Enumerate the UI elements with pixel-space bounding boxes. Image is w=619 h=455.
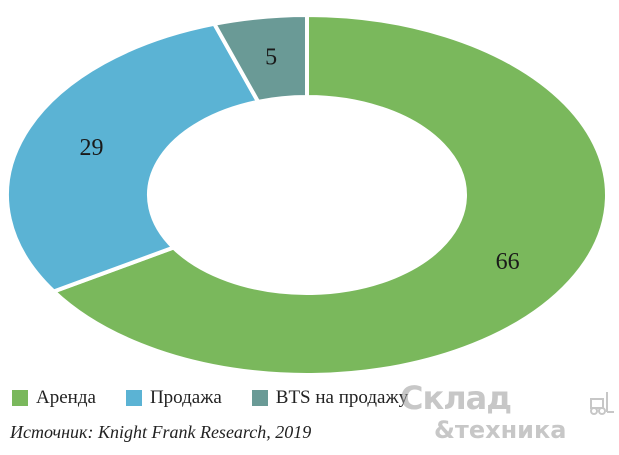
data-label-arenda: 66 [496, 249, 520, 275]
slice-prodazha [5, 21, 261, 294]
source-note: Источник: Knight Frank Research, 2019 [10, 422, 312, 442]
legend-item-arenda: Аренда [12, 387, 96, 409]
legend-swatch [125, 390, 142, 406]
legend-label: Аренда [36, 387, 96, 408]
legend-item-prodazha: Продажа [125, 387, 222, 409]
donut-chart: 66 29 5 [5, 13, 609, 377]
legend-label: Продажа [149, 387, 222, 408]
data-label-prodazha: 29 [80, 135, 104, 161]
watermark-line2: &техника [434, 416, 567, 444]
legend-swatch [12, 390, 28, 406]
forklift-icon [590, 392, 614, 415]
slice-arenda [51, 13, 609, 377]
slice-bts [212, 13, 309, 104]
data-label-bts: 5 [265, 45, 277, 71]
legend-label: BTS на продажу [275, 387, 409, 408]
legend-item-bts: BTS на продажу [251, 387, 409, 409]
legend-swatch [251, 390, 268, 406]
legend: Аренда Продажа BTS на продажу [12, 386, 438, 410]
